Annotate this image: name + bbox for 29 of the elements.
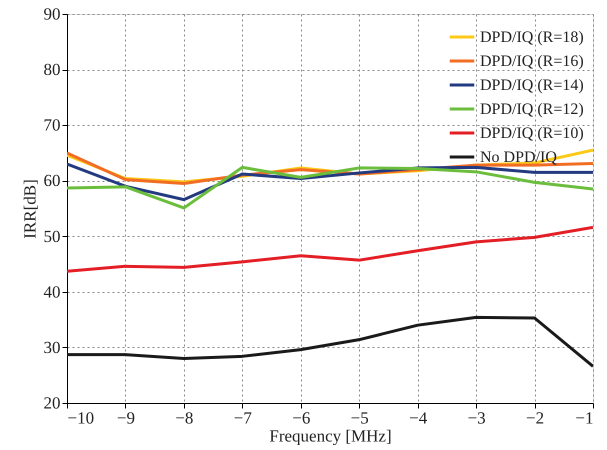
legend-label: DPD/IQ (R=10)	[480, 125, 584, 142]
x-tick-label: −1	[575, 408, 594, 428]
y-tick-label: 90	[44, 4, 60, 24]
legend-label: DPD/IQ (R=12)	[480, 101, 584, 118]
x-tick-label: −4	[409, 408, 428, 428]
line-series	[67, 226, 593, 273]
x-tick-label: −5	[350, 408, 369, 428]
line-series	[67, 166, 593, 210]
legend-label: DPD/IQ (R=14)	[480, 77, 584, 94]
legend-label: No DPD/IQ	[480, 149, 558, 166]
x-tick-label: −10	[68, 408, 94, 428]
legend-label: DPD/IQ (R=16)	[480, 53, 584, 70]
x-tick-label: −7	[234, 408, 252, 428]
x-tick-label: −9	[116, 408, 135, 428]
y-tick-label: 50	[44, 226, 60, 246]
x-tick-label: −2	[526, 408, 544, 428]
y-tick-label: 70	[44, 116, 60, 135]
x-tick-label: −8	[175, 408, 194, 428]
y-tick-label: 30	[44, 338, 60, 357]
y-tick-label: 20	[44, 394, 60, 412]
y-tick-label: 60	[44, 171, 60, 190]
legend-label: DPD/IQ (R=18)	[480, 29, 584, 46]
x-tick-label: −3	[468, 408, 486, 428]
line-series	[67, 316, 593, 368]
y-axis-title: IRR[dB]	[20, 179, 40, 239]
y-tick-label: 40	[44, 282, 60, 302]
x-tick-label: −6	[292, 408, 310, 428]
x-axis-title: Frequency [MHz]	[269, 426, 392, 446]
y-tick-label: 80	[44, 60, 60, 80]
